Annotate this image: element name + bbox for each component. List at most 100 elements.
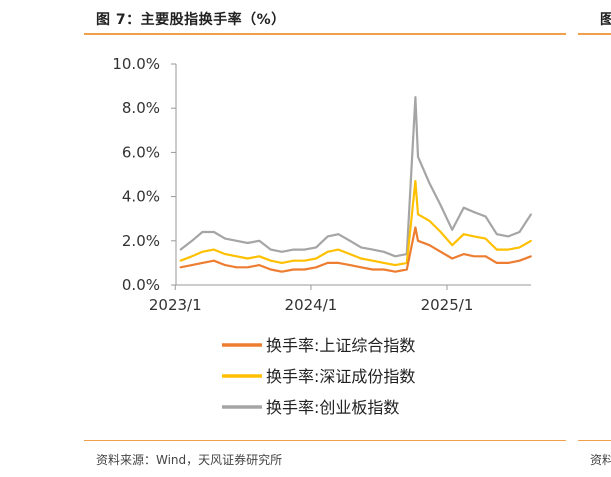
- series-point: [258, 264, 261, 267]
- series-point: [292, 259, 295, 262]
- series-point: [292, 248, 295, 251]
- series-point: [303, 248, 306, 251]
- series-point: [213, 231, 215, 233]
- series-point: [235, 239, 238, 242]
- x-tick-label: 2025/1: [421, 296, 474, 314]
- series-point: [292, 268, 295, 271]
- series-point: [382, 250, 385, 253]
- series-point: [315, 246, 318, 249]
- y-tick-label: 4.0%: [122, 188, 160, 206]
- series-point: [213, 248, 215, 251]
- series-point: [530, 239, 532, 242]
- series-point: [191, 239, 193, 242]
- series-point: [530, 255, 532, 258]
- chart-axes: [175, 64, 531, 286]
- series-point: [281, 262, 283, 264]
- series-point: [337, 233, 340, 236]
- series-point: [303, 268, 306, 271]
- series-point: [462, 233, 465, 236]
- series-point: [349, 264, 351, 267]
- series-point: [439, 204, 442, 207]
- series-point: [191, 255, 193, 258]
- series-point: [507, 235, 510, 238]
- series-point: [473, 235, 476, 238]
- x-axis-ticks: 2023/1 2024/1 2025/1: [149, 285, 474, 314]
- series-point: [179, 259, 182, 262]
- series-point: [484, 255, 487, 258]
- adjacent-panel-title-fragment: 图: [600, 12, 611, 28]
- series-point: [269, 268, 272, 271]
- series-point: [201, 262, 204, 264]
- series-point: [337, 248, 340, 251]
- series-point: [315, 266, 318, 269]
- series-point: [258, 255, 261, 258]
- series-point: [451, 228, 454, 231]
- y-tick-label: 8.0%: [122, 99, 160, 117]
- series-point: [246, 242, 249, 244]
- series-point: [326, 250, 329, 253]
- series-point: [428, 220, 431, 222]
- series-point: [462, 253, 465, 255]
- series-line-1: [180, 180, 532, 267]
- y-axis-ticks: 0.0% 2.0% 4.0% 6.0% 8.0% 10.0%: [112, 55, 176, 294]
- series-point: [495, 262, 498, 264]
- series-point: [417, 155, 419, 158]
- series-point: [495, 233, 498, 236]
- series-point: [349, 239, 351, 242]
- series-lines: [179, 96, 532, 273]
- series-point: [414, 96, 417, 99]
- series-point: [224, 237, 226, 240]
- series-point: [394, 264, 397, 267]
- series-point: [246, 266, 249, 269]
- series-point: [473, 255, 476, 258]
- series-point: [451, 257, 454, 260]
- series-point: [484, 237, 487, 240]
- series-point: [473, 211, 476, 213]
- series-point: [484, 215, 487, 218]
- series-point: [179, 266, 182, 269]
- series-point: [414, 226, 417, 229]
- series-point: [371, 259, 374, 262]
- series-point: [326, 235, 329, 238]
- series-point: [326, 262, 329, 264]
- series-point: [417, 213, 419, 216]
- adjacent-source-divider: [578, 440, 611, 441]
- series-point: [530, 213, 532, 216]
- adjacent-title-divider: [578, 33, 611, 35]
- series-point: [281, 250, 283, 253]
- turnover-line-chart: 0.0%2.0%4.0%6.0%8.0%10.0% 2023/1 2024/1 20…: [112, 55, 532, 417]
- series-point: [462, 206, 465, 209]
- data-source-note: 资料来源：Wind，天风证券研究所: [96, 453, 283, 467]
- title-divider: [84, 33, 566, 35]
- series-point: [394, 270, 397, 273]
- legend-label-2: 换手率:创业板指数: [266, 398, 399, 417]
- series-point: [518, 246, 521, 249]
- series-point: [269, 259, 272, 262]
- series-point: [428, 244, 431, 247]
- x-tick-label: 2024/1: [285, 296, 338, 314]
- series-point: [201, 250, 204, 253]
- series-point: [201, 231, 204, 233]
- adjacent-source-fragment: 资料: [590, 453, 611, 467]
- chart-title: 图 7：主要股指换手率（%）: [96, 12, 286, 28]
- series-point: [303, 259, 306, 262]
- y-tick-label: 6.0%: [122, 143, 160, 161]
- series-point: [258, 239, 261, 242]
- series-line-0: [180, 226, 532, 273]
- series-point: [281, 270, 283, 273]
- series-point: [382, 268, 385, 271]
- series-point: [224, 253, 226, 255]
- series-point: [428, 182, 431, 185]
- series-point: [451, 244, 454, 247]
- series-point: [495, 248, 498, 251]
- series-point: [371, 268, 374, 271]
- series-point: [224, 264, 226, 267]
- series-point: [518, 259, 521, 262]
- series-point: [518, 231, 521, 233]
- series-point: [179, 248, 182, 251]
- series-point: [360, 246, 363, 249]
- series-point: [246, 257, 249, 260]
- series-point: [507, 248, 510, 251]
- series-point: [371, 248, 374, 251]
